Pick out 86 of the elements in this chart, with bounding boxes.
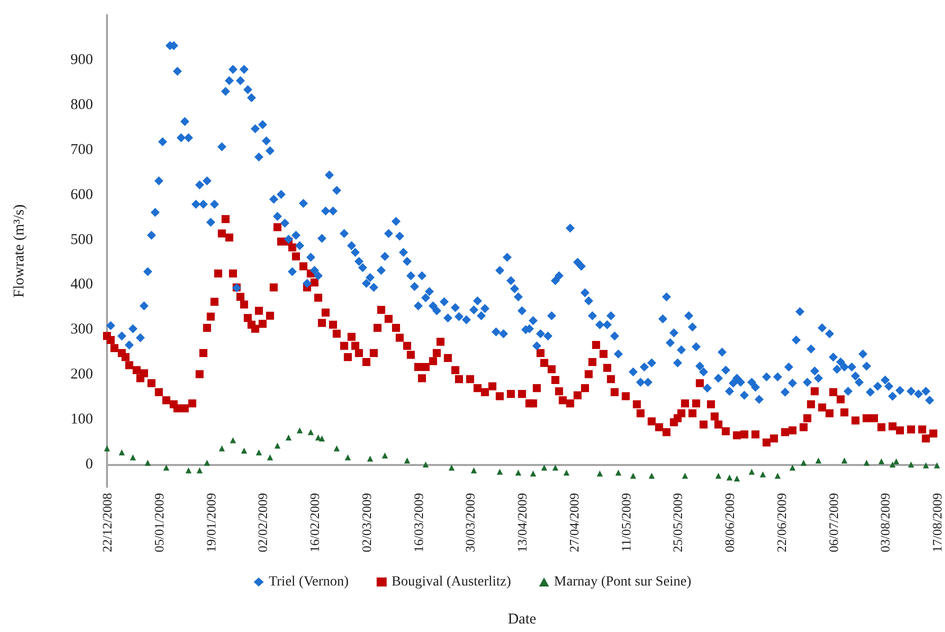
point [104,445,110,452]
y-tick-label: 400 [70,276,93,293]
point [267,454,274,460]
x-tick-label: 16/03/2009 [410,493,426,552]
y-tick-label: 200 [70,366,93,383]
y-tick-label: 900 [70,52,93,68]
point [682,472,688,479]
x-tick-label: 06/07/2009 [826,493,841,552]
x-tick-label: 22/06/2009 [774,493,789,552]
point [344,454,351,460]
x-tick-label: 19/01/2009 [203,493,218,552]
point [922,462,929,468]
y-tick-label: 800 [70,96,93,113]
point [715,472,722,479]
x-tick-label: 08/06/2009 [722,493,737,552]
x-tick-label: 17/08/2009 [930,493,944,552]
point [908,462,914,468]
point [204,460,210,466]
point [648,472,655,479]
point [734,475,740,482]
point [144,460,151,466]
point [286,434,292,441]
point [726,474,732,481]
point [404,457,410,464]
x-tick-label: 25/05/2009 [670,493,686,552]
point [296,427,303,434]
point [422,462,429,468]
point [596,470,603,477]
point [815,457,822,464]
x-tick-label: 13/04/2009 [514,493,530,552]
y-tick-label: 100 [70,412,93,428]
x-tick-label: 03/08/2009 [878,493,893,552]
x-tick-label: 22/12/2008 [100,493,114,552]
point [334,445,340,452]
x-tick-label: 27/04/2009 [566,493,582,552]
point [256,449,262,456]
point [800,460,807,466]
point [196,467,203,474]
point [774,472,781,479]
point [318,435,325,442]
point [748,468,755,475]
point [382,452,388,459]
point [890,462,896,468]
point [118,449,125,456]
legend-label: Bougival (Austerlitz) [392,574,512,590]
point [308,429,314,436]
point [530,470,536,477]
point [218,445,225,452]
point [541,464,548,471]
x-tick-label: 11/05/2009 [618,493,634,552]
point [615,470,622,476]
point [789,464,796,471]
y-tick-label: 0 [86,456,93,473]
point [130,454,136,460]
legend-label: Marnay (Pont sur Seine) [554,574,692,590]
point [515,470,522,476]
point [470,467,477,474]
x-tick-label: 05/01/2009 [151,493,166,552]
point [241,448,248,454]
point [367,456,374,462]
point [163,464,170,471]
point [893,458,900,464]
point [630,472,636,479]
point [274,442,280,449]
point [878,458,884,464]
legend-label: Triel (Vernon) [268,574,350,590]
point [552,464,558,471]
y-tick-label: 500 [70,232,93,248]
x-tick-label: 30/03/2009 [462,493,478,552]
point [760,471,766,478]
y-tick-label: 600 [70,186,93,203]
point [934,462,940,468]
point [186,467,192,474]
point [563,470,570,476]
point [496,468,503,475]
point [864,460,870,466]
x-axis-title: Date [508,612,536,628]
x-tick-label: 16/02/2009 [307,493,322,552]
y-tick-label: 700 [70,142,93,158]
x-tick-label: 02/03/2009 [358,493,374,552]
point [841,457,848,464]
point [230,437,236,444]
y-axis-title: Flowrate (m³/s) [12,204,28,298]
y-tick-label: 300 [70,322,93,338]
x-tick-label: 02/02/2009 [255,493,270,552]
point [448,464,455,471]
